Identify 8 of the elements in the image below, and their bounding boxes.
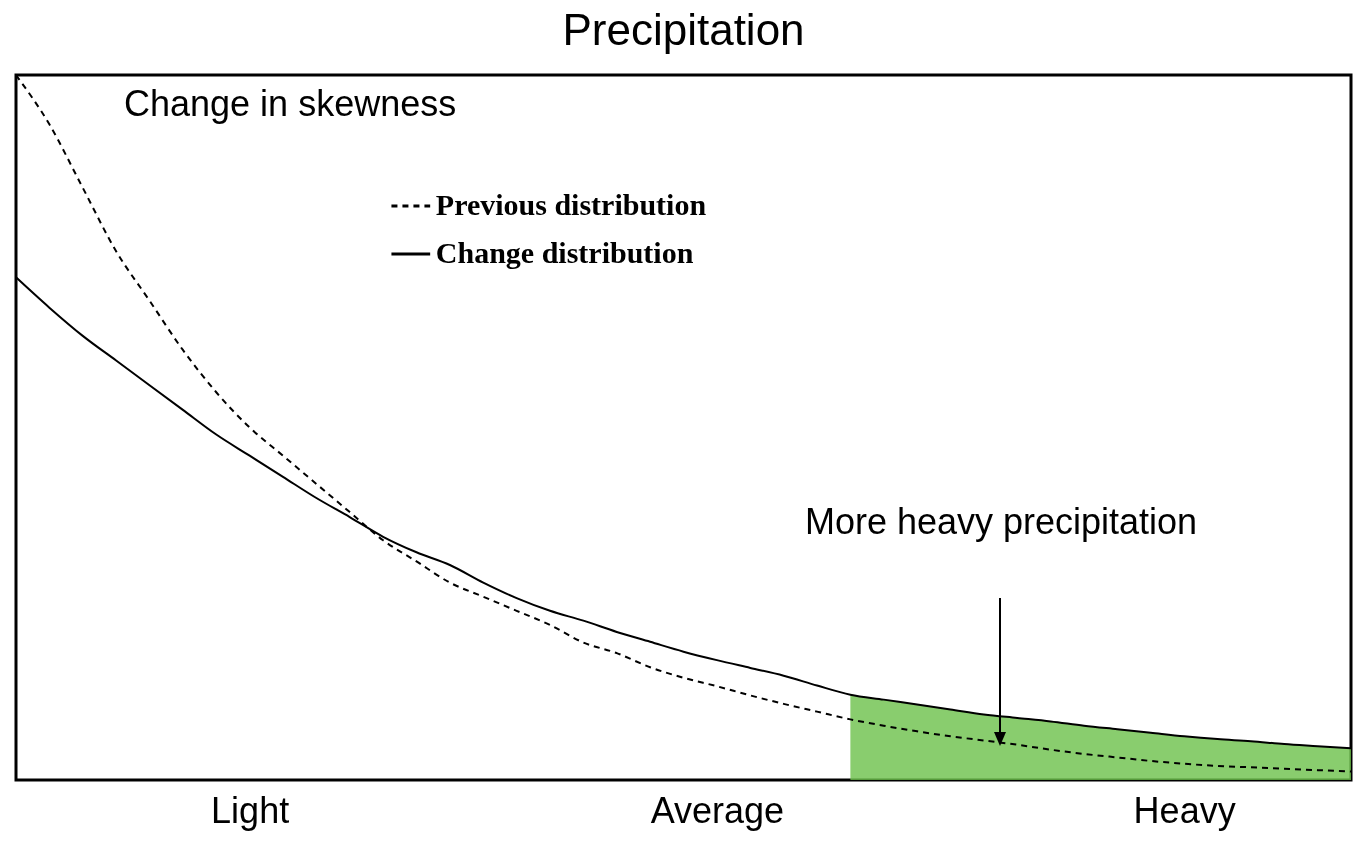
annotation: More heavy precipitation: [804, 501, 1198, 542]
legend-label: Previous distribution: [435, 188, 707, 221]
x-tick-label: Heavy: [1133, 789, 1236, 831]
legend-label: Change distribution: [435, 236, 694, 269]
chart-title: Precipitation: [562, 5, 805, 54]
annotation: Change in skewness: [124, 83, 457, 124]
x-tick-label: Average: [650, 789, 785, 831]
x-tick-label: Light: [211, 789, 290, 831]
